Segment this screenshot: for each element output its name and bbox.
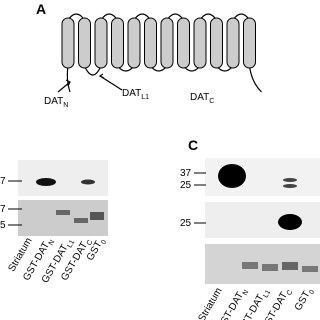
loops — [66, 13, 262, 93]
marker: 37 — [180, 168, 192, 179]
band — [282, 262, 298, 270]
helix — [193, 17, 207, 69]
lane-sub: N — [242, 289, 251, 297]
band — [56, 210, 70, 215]
helix — [111, 17, 124, 69]
lane-sub: L1 — [66, 239, 76, 249]
band — [36, 178, 56, 186]
panel-label: C — [188, 137, 198, 153]
band — [302, 266, 318, 272]
band — [74, 218, 88, 223]
lane-sub: 0 — [308, 289, 316, 296]
band — [90, 212, 104, 220]
band — [283, 184, 297, 188]
lane-sub: C — [86, 239, 95, 247]
helix — [94, 17, 108, 69]
domain-label: DATL1 — [122, 88, 149, 101]
helix — [243, 17, 256, 69]
marker-arrows — [8, 172, 206, 226]
transporter-diagram — [61, 13, 262, 93]
band — [218, 164, 246, 188]
band — [81, 179, 95, 185]
helix — [61, 17, 75, 69]
band — [242, 262, 258, 269]
helix — [78, 17, 91, 69]
marker: 7 — [0, 204, 6, 215]
marker: 25 — [180, 218, 192, 229]
helix — [177, 17, 190, 69]
domain-label: DATN — [44, 96, 68, 109]
helix — [226, 17, 240, 69]
band — [278, 214, 302, 230]
helix — [127, 17, 141, 69]
marker: 5 — [0, 220, 6, 231]
lane-sub: 0 — [100, 239, 108, 246]
marker: 25 — [180, 180, 192, 191]
helix — [160, 17, 174, 69]
band — [283, 178, 297, 182]
lane-sub: L1 — [262, 289, 272, 299]
helix — [210, 17, 223, 69]
blot — [205, 202, 320, 238]
blot — [18, 160, 108, 196]
lane-sub: N — [48, 239, 57, 247]
domain-label: DATC — [190, 92, 214, 105]
arrows — [57, 73, 123, 93]
lane-sub: C — [286, 289, 295, 297]
helix — [144, 17, 157, 69]
panel-label: A — [36, 1, 46, 17]
band — [262, 264, 278, 271]
marker: 7 — [0, 176, 6, 187]
